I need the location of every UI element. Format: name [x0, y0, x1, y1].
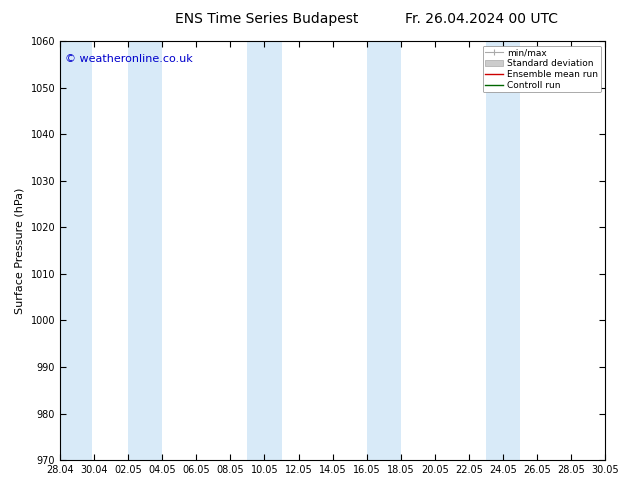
Bar	[75, 41, 93, 460]
Bar	[264, 41, 281, 460]
Text: © weatheronline.co.uk: © weatheronline.co.uk	[65, 53, 193, 64]
Text: ENS Time Series Budapest: ENS Time Series Budapest	[174, 12, 358, 26]
Bar	[60, 41, 77, 460]
Bar	[486, 41, 503, 460]
Bar	[145, 41, 162, 460]
Bar	[384, 41, 401, 460]
Bar	[366, 41, 384, 460]
Legend: min/max, Standard deviation, Ensemble mean run, Controll run: min/max, Standard deviation, Ensemble me…	[482, 46, 600, 93]
Bar	[247, 41, 264, 460]
Bar	[128, 41, 145, 460]
Bar	[503, 41, 520, 460]
Y-axis label: Surface Pressure (hPa): Surface Pressure (hPa)	[15, 187, 25, 314]
Text: Fr. 26.04.2024 00 UTC: Fr. 26.04.2024 00 UTC	[405, 12, 559, 26]
